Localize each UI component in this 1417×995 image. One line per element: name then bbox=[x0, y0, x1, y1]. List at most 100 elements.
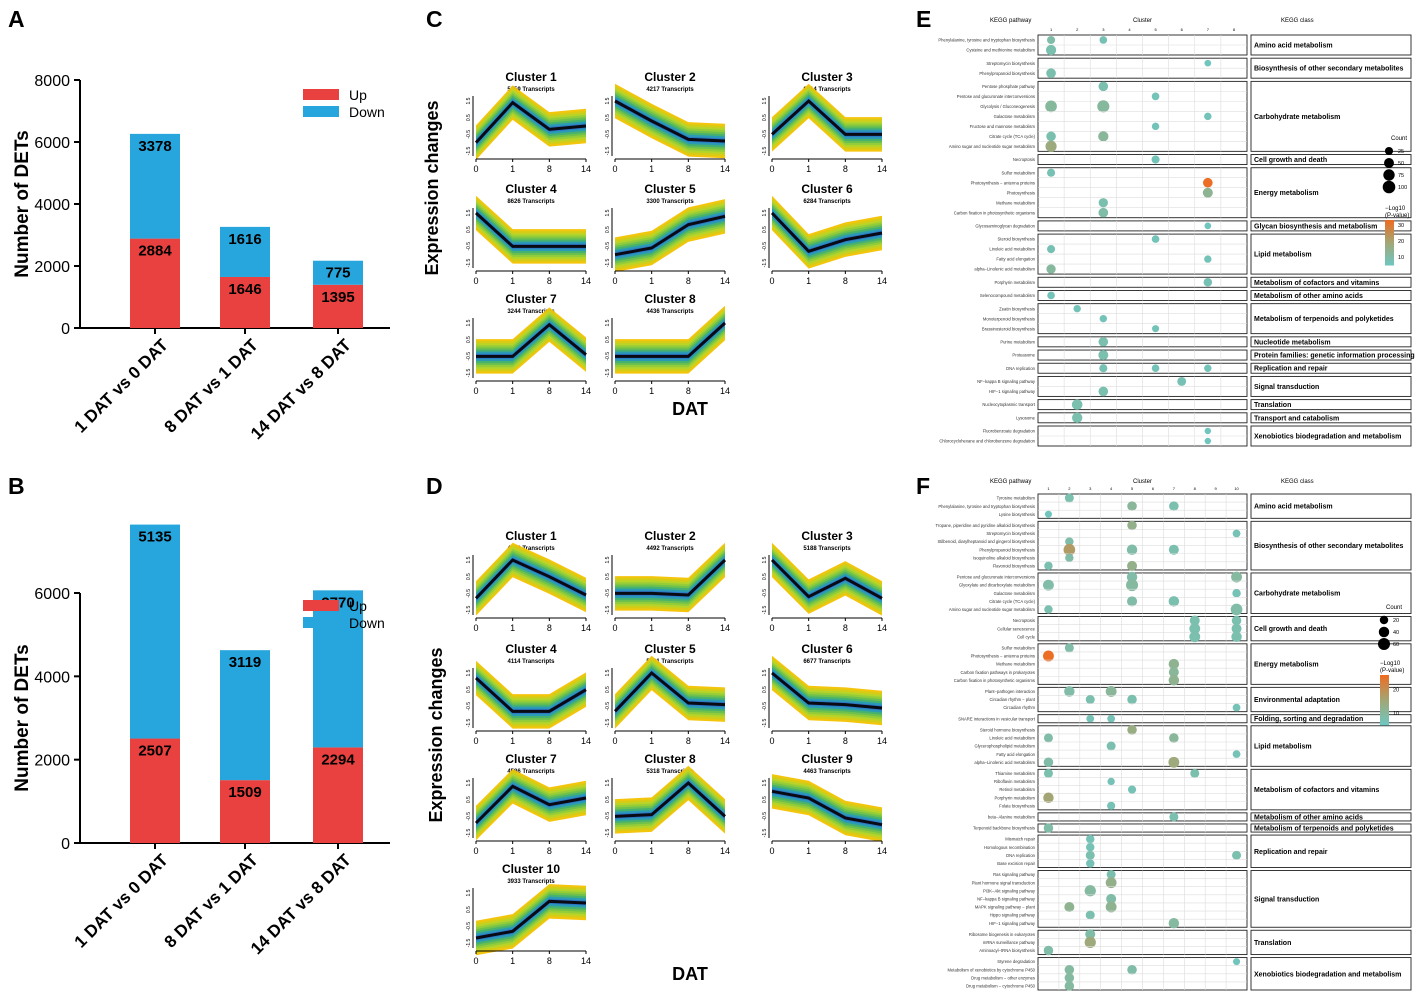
color-legend-tick: 10 bbox=[1398, 255, 1404, 261]
y-tick-label: 4000 bbox=[34, 669, 70, 686]
enrichment-dot bbox=[1127, 694, 1137, 705]
enrichment-dot bbox=[1043, 579, 1054, 591]
kegg-class-label: Amino acid metabolism bbox=[1254, 504, 1333, 511]
pathway-label: Methane metabolism bbox=[996, 200, 1035, 205]
x-tick-label: 14 bbox=[581, 736, 591, 746]
color-legend-gradient bbox=[1380, 687, 1389, 691]
legend-label-up: Up bbox=[349, 598, 367, 614]
y-tick-label: 1.5 bbox=[605, 319, 611, 326]
cluster-plot: Cluster 1 4146 Transcripts 0 1 8 14 -1.5 -0.5 0.… bbox=[466, 529, 591, 633]
panel-d-cluster-plots: Cluster 1 4146 Transcripts 0 1 8 14 -1.5 -0.5 0.… bbox=[426, 529, 887, 984]
x-tick-label: 8 bbox=[686, 276, 691, 286]
y-tick-label: 0.5 bbox=[605, 573, 611, 580]
kegg-class-label: Metabolism of other amino acids bbox=[1254, 814, 1363, 821]
pathway-label: Carbon fixation in photosynthetic organi… bbox=[954, 678, 1035, 683]
data-label-down: 3378 bbox=[138, 138, 171, 155]
y-tick-label: -1.5 bbox=[762, 718, 768, 727]
kegg-class-label: Replication and repair bbox=[1254, 366, 1328, 373]
y-axis-label: Number of DETs bbox=[12, 644, 33, 791]
x-tick-label: 1 bbox=[510, 846, 515, 856]
color-legend-gradient bbox=[1380, 679, 1389, 682]
enrichment-dot bbox=[1105, 901, 1117, 913]
cluster-title: Cluster 4 bbox=[505, 642, 557, 656]
enrichment-dot bbox=[1203, 278, 1213, 287]
pathway-label: Base excision repair bbox=[997, 861, 1035, 866]
pathway-label: Cysteine and methionine metabolism bbox=[966, 48, 1035, 53]
enrichment-dot bbox=[1152, 325, 1160, 333]
enrichment-dot bbox=[1169, 501, 1179, 511]
y-tick-label: -1.5 bbox=[762, 146, 768, 155]
legend-label-up: Up bbox=[349, 87, 367, 103]
x-tick-label: 8 bbox=[547, 956, 552, 966]
kegg-class-label: Lipid metabolism bbox=[1254, 744, 1312, 751]
pathway-label: Fatty acid elongation bbox=[996, 752, 1035, 757]
cluster-title: Cluster 2 bbox=[644, 529, 696, 543]
y-tick-label: -0.5 bbox=[762, 589, 768, 598]
x-tick-label: 8 bbox=[843, 276, 848, 286]
pathway-label: Pentose phosphate pathway bbox=[982, 84, 1036, 89]
size-legend-dot bbox=[1384, 158, 1394, 168]
y-tick-label: -1.5 bbox=[762, 605, 768, 614]
color-legend-gradient bbox=[1385, 255, 1394, 258]
y-axis-label: Number of DETs bbox=[12, 130, 33, 277]
x-tick-label: 8 bbox=[686, 846, 691, 856]
header-class: KEGG class bbox=[1281, 18, 1314, 24]
kegg-class-label: Metabolism of cofactors and vitamins bbox=[1254, 280, 1379, 287]
enrichment-dot bbox=[1084, 885, 1096, 897]
class-frame bbox=[1250, 80, 1412, 152]
pathway-label: Ras signaling pathway bbox=[993, 872, 1036, 877]
cluster-title: Cluster 10 bbox=[502, 862, 560, 876]
cluster-plot: Cluster 6 6284 Transcripts 0 1 8 14 -1.5 -0.5 0.… bbox=[762, 182, 887, 286]
color-legend-gradient bbox=[1385, 233, 1394, 236]
enrichment-dot bbox=[1126, 579, 1139, 592]
legend-label-down: Down bbox=[349, 615, 385, 631]
y-tick-label: 1.5 bbox=[466, 779, 472, 786]
cluster-subtitle: 4463 Transcripts bbox=[803, 769, 851, 775]
x-tick-label: 1 bbox=[510, 164, 515, 174]
x-tick-label: 1 bbox=[649, 386, 654, 396]
cluster-subtitle: 5318 Transcripts bbox=[646, 769, 694, 775]
y-tick-label: 0.5 bbox=[762, 114, 768, 121]
color-legend-gradient bbox=[1380, 683, 1389, 686]
y-tick-label: 0.5 bbox=[466, 336, 472, 343]
enrichment-dot bbox=[1232, 850, 1242, 860]
cluster-plot: Cluster 1 5259 Transcripts 0 1 8 14 -1.5 -0.5 0.… bbox=[466, 70, 591, 174]
enrichment-dot bbox=[1098, 198, 1108, 208]
x-tick-label: 1 bbox=[806, 164, 811, 174]
y-tick-label: 0.5 bbox=[762, 226, 768, 233]
class-frame bbox=[1250, 725, 1412, 767]
cluster-title: Cluster 8 bbox=[644, 752, 696, 766]
y-tick-label: -0.5 bbox=[762, 242, 768, 251]
y-tick-label: 0.5 bbox=[762, 796, 768, 803]
pathway-label: DNA replication bbox=[1006, 366, 1036, 371]
panel-letter-a: A bbox=[8, 6, 25, 32]
pathway-label: Styrene degradation bbox=[997, 959, 1035, 964]
y-tick-label: -0.5 bbox=[466, 922, 472, 931]
pathway-label: Lysine biosynthesis bbox=[999, 512, 1035, 517]
color-legend-gradient bbox=[1385, 229, 1394, 232]
class-frame bbox=[1250, 290, 1412, 301]
enrichment-dot bbox=[1204, 112, 1212, 121]
cluster-title: Cluster 7 bbox=[505, 752, 557, 766]
enrichment-dot bbox=[1168, 756, 1180, 768]
enrichment-dot bbox=[1127, 501, 1137, 511]
y-tick-label: -1.5 bbox=[762, 828, 768, 837]
kegg-class-label: Signal transduction bbox=[1254, 896, 1319, 903]
panel-letter-d: D bbox=[426, 473, 443, 499]
enrichment-dot bbox=[1168, 917, 1180, 929]
cluster-tick-label: 5 bbox=[1154, 27, 1157, 32]
color-legend-gradient bbox=[1385, 244, 1394, 247]
x-tick-label: 14 DAT vs 8 DAT bbox=[247, 850, 355, 958]
cluster-title: Cluster 2 bbox=[644, 70, 696, 84]
bar-up bbox=[313, 284, 363, 328]
color-legend-gradient bbox=[1385, 263, 1394, 266]
class-frame bbox=[1250, 303, 1412, 335]
mean-line bbox=[474, 784, 587, 825]
class-frame bbox=[1250, 57, 1412, 79]
kegg-class-label: Xenobiotics biodegradation and metabolis… bbox=[1254, 434, 1401, 441]
enrichment-dot bbox=[1043, 733, 1053, 743]
enrichment-dot bbox=[1047, 35, 1056, 45]
y-tick-label: -1.5 bbox=[466, 605, 472, 614]
enrichment-dot bbox=[1099, 314, 1108, 323]
kegg-class-label: Metabolism of cofactors and vitamins bbox=[1254, 787, 1379, 794]
